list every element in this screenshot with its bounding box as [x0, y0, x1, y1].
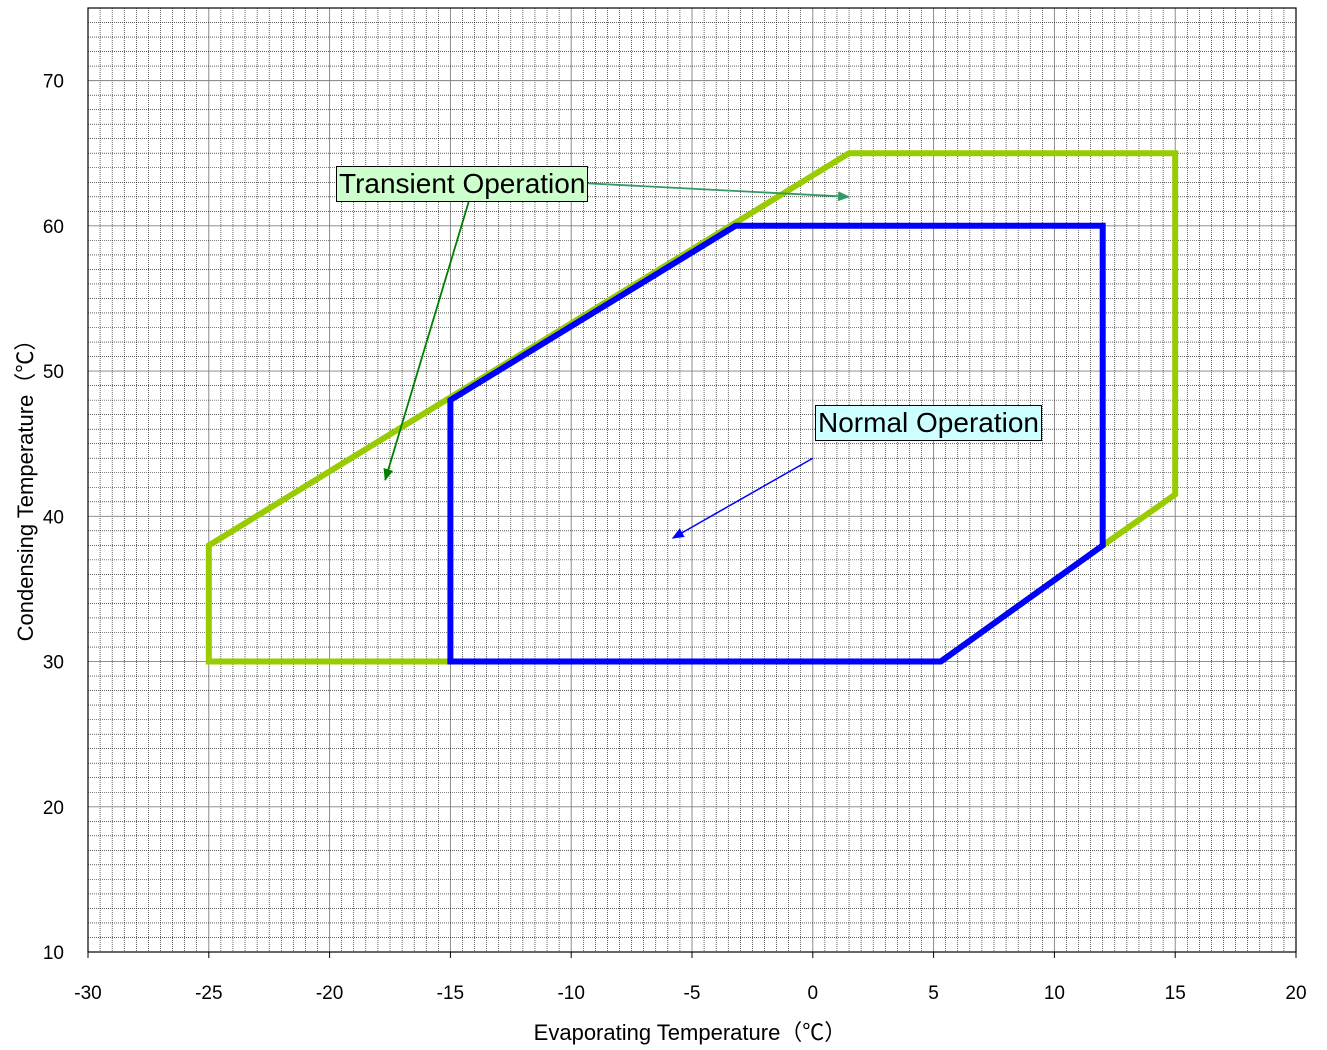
normal-operation-label: Normal Operation — [815, 405, 1042, 441]
y-tick-label: 40 — [43, 507, 64, 528]
normal-operation-arrow — [671, 457, 814, 539]
x-tick-label: 15 — [1165, 983, 1186, 1004]
x-tick-label: 0 — [808, 983, 819, 1004]
series-group — [205, 150, 1179, 665]
x-tick-label: -5 — [684, 983, 701, 1004]
y-tick-label: 10 — [43, 943, 64, 964]
x-tick-label: -20 — [316, 983, 343, 1004]
normal-operation-envelope — [447, 222, 1106, 665]
x-tick-label: 10 — [1044, 983, 1065, 1004]
x-tick-label: -25 — [195, 983, 222, 1004]
x-tick-label: 20 — [1285, 983, 1306, 1004]
y-tick-label: 70 — [43, 72, 64, 93]
y-tick-label: 60 — [43, 217, 64, 238]
y-tick-label: 30 — [43, 653, 64, 674]
x-axis-title: Evaporating Temperature（℃） — [534, 1020, 847, 1045]
x-tick-label: -10 — [557, 983, 584, 1004]
x-axis: -30 -25 -20 -15 -10 -5 0 5 10 15 20 — [74, 952, 1307, 1004]
transient-operation-arrow — [383, 182, 476, 481]
x-tick-label: 5 — [928, 983, 939, 1004]
plot-grid — [87, 7, 1297, 953]
y-axis: 10 20 30 40 50 60 70 — [43, 72, 64, 964]
x-tick-label: -30 — [74, 983, 101, 1004]
x-tick-label: -15 — [437, 983, 464, 1004]
y-tick-label: 50 — [43, 362, 64, 383]
y-axis-title: Condensing Temperature（℃） — [13, 329, 38, 642]
y-tick-label: 20 — [43, 798, 64, 819]
transient-operation-label: Transient Operation — [336, 166, 589, 202]
